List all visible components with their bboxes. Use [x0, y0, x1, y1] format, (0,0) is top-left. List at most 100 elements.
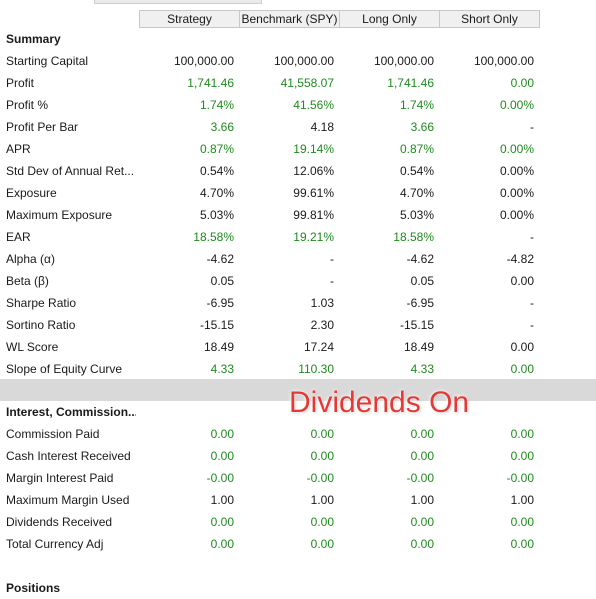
row-value-benchmark: 0.00: [310, 515, 334, 529]
row-value-long-only: 5.03%: [399, 208, 434, 222]
row-value-short-only: -: [530, 318, 534, 332]
table-row[interactable]: Exposure 4.70% 99.61% 4.70% 0.00%: [0, 182, 596, 204]
row-value-benchmark: 99.61%: [293, 186, 334, 200]
row-value-strategy: -6.95: [206, 296, 234, 310]
section-separator: [0, 379, 596, 401]
table-row[interactable]: Sharpe Ratio -6.95 1.03 -6.95 -: [0, 292, 596, 314]
table-row[interactable]: Slope of Equity Curve 4.33 110.30 4.33 0.00: [0, 358, 596, 380]
row-value-short-only: 0.00: [510, 449, 534, 463]
row-value-benchmark: 1.03: [310, 296, 334, 310]
row-value-strategy: 0.00: [210, 537, 234, 551]
row-label: WL Score: [6, 340, 59, 354]
row-label: Maximum Exposure: [6, 208, 113, 222]
section-title: Interest, Commission...: [6, 405, 136, 419]
table-row[interactable]: Commission Paid 0.00 0.00 0.00 0.00: [0, 423, 596, 445]
row-value-benchmark: 0.00: [310, 537, 334, 551]
row-value-benchmark: 0.00: [310, 449, 334, 463]
table-row[interactable]: Total Currency Adj 0.00 0.00 0.00 0.00: [0, 533, 596, 555]
table-row[interactable]: Profit Per Bar 3.66 4.18 3.66 -: [0, 116, 596, 138]
row-label: Std Dev of Annual Ret...: [6, 164, 135, 178]
row-value-benchmark: 19.14%: [293, 142, 334, 156]
section-title: Summary: [6, 32, 61, 46]
row-value-strategy: 100,000.00: [173, 54, 234, 68]
table-row[interactable]: Sortino Ratio -15.15 2.30 -15.15 -: [0, 314, 596, 336]
row-value-benchmark: 0.00: [310, 427, 334, 441]
row-value-benchmark: -0.00: [306, 471, 334, 485]
row-value-strategy: 18.58%: [193, 230, 234, 244]
row-value-strategy: 18.49: [203, 340, 234, 354]
row-value-strategy: 1,741.46: [187, 76, 234, 90]
row-value-short-only: 100,000.00: [473, 54, 534, 68]
row-value-strategy: 1.74%: [199, 98, 234, 112]
table-row[interactable]: EAR 18.58% 19.21% 18.58% -: [0, 226, 596, 248]
row-value-short-only: -4.82: [506, 252, 534, 266]
row-value-short-only: -0.00: [506, 471, 534, 485]
row-value-strategy: 0.00: [210, 449, 234, 463]
row-value-benchmark: 2.30: [310, 318, 334, 332]
row-value-strategy: 0.05: [210, 274, 234, 288]
header-long-only[interactable]: Long Only: [340, 10, 440, 28]
table-row[interactable]: Cash Interest Received 0.00 0.00 0.00 0.00: [0, 445, 596, 467]
row-value-long-only: 3.66: [410, 120, 434, 134]
row-value-short-only: 0.00%: [499, 142, 534, 156]
header-short-only[interactable]: Short Only: [440, 10, 540, 28]
row-value-short-only: 0.00%: [499, 186, 534, 200]
section-title: Positions: [6, 581, 61, 595]
row-label: Margin Interest Paid: [6, 471, 114, 485]
table-row[interactable]: Std Dev of Annual Ret... 0.54% 12.06% 0.54%…: [0, 160, 596, 182]
row-value-long-only: 100,000.00: [373, 54, 434, 68]
row-value-long-only: -0.00: [406, 471, 434, 485]
row-value-benchmark: 110.30: [298, 362, 334, 376]
row-value-long-only: 0.00: [410, 427, 434, 441]
row-label: Profit %: [6, 98, 49, 112]
row-value-long-only: -15.15: [399, 318, 434, 332]
table-row[interactable]: Dividends Received 0.00 0.00 0.00 0.00: [0, 511, 596, 533]
row-value-long-only: 0.00: [410, 449, 434, 463]
row-label: Slope of Equity Curve: [6, 362, 123, 376]
table-row[interactable]: Margin Interest Paid -0.00 -0.00 -0.00 -0.00: [0, 467, 596, 489]
row-label: Starting Capital: [6, 54, 89, 68]
row-label: Commission Paid: [6, 427, 100, 441]
table-row[interactable]: Maximum Exposure 5.03% 99.81% 5.03% 0.00%: [0, 204, 596, 226]
row-value-short-only: 0.00: [510, 427, 534, 441]
row-value-strategy: 3.66: [210, 120, 234, 134]
row-value-benchmark: 19.21%: [293, 230, 334, 244]
tab-stub[interactable]: [94, 0, 262, 4]
row-value-strategy: 1.00: [210, 493, 234, 507]
table-row[interactable]: Beta (β) 0.05 - 0.05 0.00: [0, 270, 596, 292]
row-value-short-only: 0.00: [510, 340, 534, 354]
row-value-short-only: 0.00: [510, 362, 534, 376]
table-row[interactable]: Profit 1,741.46 41,558.07 1,741.46 0.00: [0, 72, 596, 94]
row-value-long-only: -4.62: [406, 252, 434, 266]
header-benchmark[interactable]: Benchmark (SPY): [240, 10, 340, 28]
row-value-benchmark: -: [330, 252, 334, 266]
row-label: Profit Per Bar: [6, 120, 79, 134]
row-value-short-only: 0.00%: [499, 164, 534, 178]
row-value-short-only: 0.00: [510, 515, 534, 529]
row-label: APR: [6, 142, 31, 156]
row-value-long-only: 0.00: [410, 537, 434, 551]
table-row[interactable]: Starting Capital 100,000.00 100,000.00 100,…: [0, 50, 596, 72]
row-label: EAR: [6, 230, 31, 244]
table-row[interactable]: Alpha (α) -4.62 - -4.62 -4.82: [0, 248, 596, 270]
row-value-benchmark: 99.81%: [293, 208, 334, 222]
table-row[interactable]: Maximum Margin Used 1.00 1.00 1.00 1.00: [0, 489, 596, 511]
row-value-short-only: 0.00%: [499, 208, 534, 222]
row-value-long-only: 0.05: [410, 274, 434, 288]
row-label: Exposure: [6, 186, 57, 200]
row-label: Maximum Margin Used: [6, 493, 130, 507]
row-value-benchmark: -: [330, 274, 334, 288]
table-row[interactable]: WL Score 18.49 17.24 18.49 0.00: [0, 336, 596, 358]
table-row[interactable]: Profit % 1.74% 41.56% 1.74% 0.00%: [0, 94, 596, 116]
row-label: Beta (β): [6, 274, 49, 288]
row-value-benchmark: 1.00: [310, 493, 334, 507]
header-strategy[interactable]: Strategy: [139, 10, 240, 28]
row-value-long-only: 4.33: [410, 362, 434, 376]
section-header-summary: Summary: [0, 28, 596, 50]
row-value-strategy: -0.00: [206, 471, 234, 485]
row-value-long-only: 0.87%: [399, 142, 434, 156]
table-row[interactable]: APR 0.87% 19.14% 0.87% 0.00%: [0, 138, 596, 160]
row-value-long-only: 0.00: [410, 515, 434, 529]
column-header: Strategy Benchmark (SPY) Long Only Short…: [0, 10, 596, 28]
section-header-interest: Interest, Commission...: [0, 401, 596, 423]
